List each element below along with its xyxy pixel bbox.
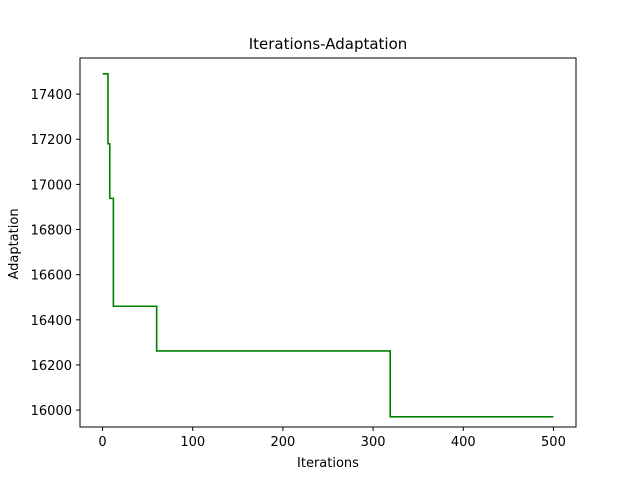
x-tick-label: 300 [361,435,386,450]
plot-area: 0 100 200 300 400 500 16000 16200 16400 16600 168… [31,57,577,450]
y-axis-ticks: 16000 16200 16400 16600 16800 17000 17200 17400 [31,88,80,419]
chart-title: Iterations-Adaptation [249,35,408,53]
y-tick-label: 16800 [31,224,72,239]
series-layer [102,73,554,418]
y-tick-label: 17400 [31,88,72,103]
y-tick-label: 17200 [31,133,72,148]
y-axis-label: Adaptation [7,208,22,279]
y-tick-label: 16200 [31,359,72,374]
y-tick-label: 17000 [31,178,72,193]
x-axis-label: Iterations [297,456,359,471]
y-tick-label: 16400 [31,314,72,329]
y-tick-label: 16000 [31,404,72,419]
x-tick-label: 0 [98,435,106,450]
x-tick-label: 500 [541,435,566,450]
series-line-0 [102,73,554,418]
x-axis-ticks: 0 100 200 300 400 500 [98,427,566,450]
plot-frame [79,57,577,428]
x-tick-label: 400 [451,435,476,450]
y-tick-label: 16600 [31,269,72,284]
x-tick-label: 200 [270,435,295,450]
x-tick-label: 100 [180,435,205,450]
